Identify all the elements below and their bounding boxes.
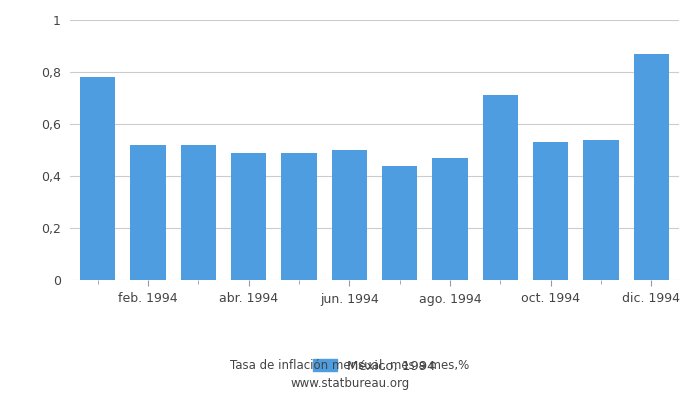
Bar	[130, 145, 166, 280]
Bar	[80, 77, 116, 280]
Bar	[231, 152, 266, 280]
Bar	[483, 95, 518, 280]
Bar	[332, 150, 367, 280]
Bar	[433, 158, 468, 280]
Legend: México, 1994: México, 1994	[313, 359, 436, 373]
Bar	[281, 152, 316, 280]
Text: www.statbureau.org: www.statbureau.org	[290, 378, 410, 390]
Text: Tasa de inflación mensual, mes a mes,%: Tasa de inflación mensual, mes a mes,%	[230, 360, 470, 372]
Bar	[382, 166, 417, 280]
Bar	[181, 145, 216, 280]
Bar	[583, 140, 619, 280]
Bar	[533, 142, 568, 280]
Bar	[634, 54, 669, 280]
